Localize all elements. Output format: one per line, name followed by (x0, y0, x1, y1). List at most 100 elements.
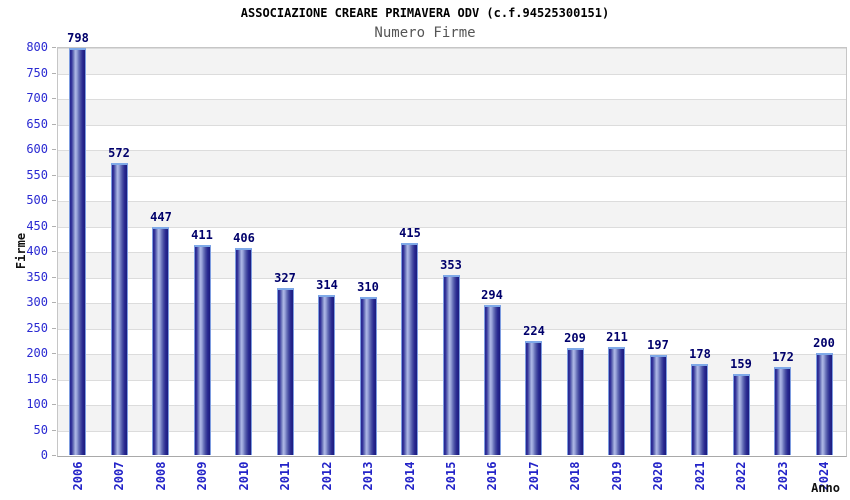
bar-value-label: 178 (689, 347, 711, 361)
bar-2011 (277, 288, 294, 455)
y-tick (52, 328, 56, 329)
x-tick-label: 2011 (278, 461, 292, 491)
plot-band (58, 73, 846, 99)
gridline (58, 176, 846, 177)
y-tick (52, 302, 56, 303)
plot-band (58, 226, 846, 252)
bar-value-label: 172 (772, 350, 794, 364)
gridline (58, 252, 846, 253)
x-tick-label: 2007 (112, 461, 126, 491)
bar-2022 (733, 374, 750, 455)
plot-band (58, 150, 846, 176)
plot-band (58, 99, 846, 125)
bar-2015 (443, 275, 460, 455)
y-tick (52, 430, 56, 431)
x-tick-label: 2010 (237, 461, 251, 491)
bar-2023 (774, 367, 791, 455)
bar-2021 (691, 364, 708, 455)
plot-band (58, 201, 846, 227)
bar-2016 (484, 305, 501, 455)
bar-2010 (235, 248, 252, 455)
bar-value-label: 447 (150, 210, 172, 224)
bar-2006 (69, 48, 86, 455)
y-tick-label: 350 (26, 270, 48, 284)
bar-value-label: 224 (523, 324, 545, 338)
bar-value-label: 294 (481, 288, 503, 302)
y-tick-label: 100 (26, 397, 48, 411)
y-axis-title: Firme (14, 232, 28, 270)
bar-2020 (650, 355, 667, 455)
gridline (58, 201, 846, 202)
y-tick-label: 300 (26, 295, 48, 309)
y-tick (52, 47, 56, 48)
bar-value-label: 327 (274, 271, 296, 285)
bar-value-label: 200 (813, 336, 835, 350)
bar-value-label: 314 (316, 278, 338, 292)
bar-2014 (401, 243, 418, 455)
bar-value-label: 209 (564, 331, 586, 345)
x-tick-label: 2018 (568, 461, 582, 491)
y-tick-label: 800 (26, 40, 48, 54)
y-tick (52, 200, 56, 201)
x-tick-label: 2016 (485, 461, 499, 491)
y-tick-label: 600 (26, 142, 48, 156)
bar-value-label: 572 (108, 146, 130, 160)
bar-value-label: 411 (191, 228, 213, 242)
x-tick-label: 2014 (403, 461, 417, 491)
bar-value-label: 310 (357, 280, 379, 294)
bar-value-label: 353 (440, 258, 462, 272)
chart-subtitle: Numero Firme (374, 25, 476, 41)
plot-band (58, 48, 846, 74)
y-tick-label: 0 (40, 448, 48, 462)
y-tick (52, 149, 56, 150)
x-tick-label: 2019 (610, 461, 624, 491)
x-tick-label: 2012 (320, 461, 334, 491)
y-tick-label: 650 (26, 117, 48, 131)
gridline (58, 99, 846, 100)
y-tick-label: 50 (33, 423, 48, 437)
bar-2013 (360, 297, 377, 455)
y-tick (52, 175, 56, 176)
bar-value-label: 406 (233, 231, 255, 245)
y-tick-label: 400 (26, 244, 48, 258)
y-tick (52, 404, 56, 405)
x-tick-label: 2006 (71, 461, 85, 491)
y-tick-label: 750 (26, 66, 48, 80)
y-tick (52, 379, 56, 380)
gridline (58, 74, 846, 75)
y-tick (52, 455, 56, 456)
y-tick (52, 124, 56, 125)
plot-band (58, 124, 846, 150)
bar-2024 (816, 353, 833, 455)
bar-2017 (525, 341, 542, 455)
y-tick (52, 98, 56, 99)
y-tick (52, 353, 56, 354)
x-axis-title: Anno (811, 481, 840, 495)
bar-value-label: 211 (606, 330, 628, 344)
plot-band (58, 252, 846, 278)
bar-value-label: 197 (647, 338, 669, 352)
y-tick-label: 450 (26, 219, 48, 233)
bar-2009 (194, 245, 211, 455)
bar-value-label: 415 (399, 226, 421, 240)
x-tick-label: 2015 (444, 461, 458, 491)
gridline (58, 227, 846, 228)
x-tick-label: 2022 (734, 461, 748, 491)
y-tick-label: 500 (26, 193, 48, 207)
x-tick-label: 2009 (195, 461, 209, 491)
y-tick-label: 200 (26, 346, 48, 360)
y-tick (52, 277, 56, 278)
y-tick-label: 250 (26, 321, 48, 335)
bar-2012 (318, 295, 335, 455)
x-tick-label: 2017 (527, 461, 541, 491)
bar-value-label: 159 (730, 357, 752, 371)
x-tick-label: 2008 (154, 461, 168, 491)
plot-band (58, 175, 846, 201)
y-tick (52, 226, 56, 227)
y-tick (52, 73, 56, 74)
plot-area (57, 47, 847, 457)
y-tick-label: 550 (26, 168, 48, 182)
bar-2018 (567, 348, 584, 455)
y-tick-label: 150 (26, 372, 48, 386)
x-tick-label: 2021 (693, 461, 707, 491)
